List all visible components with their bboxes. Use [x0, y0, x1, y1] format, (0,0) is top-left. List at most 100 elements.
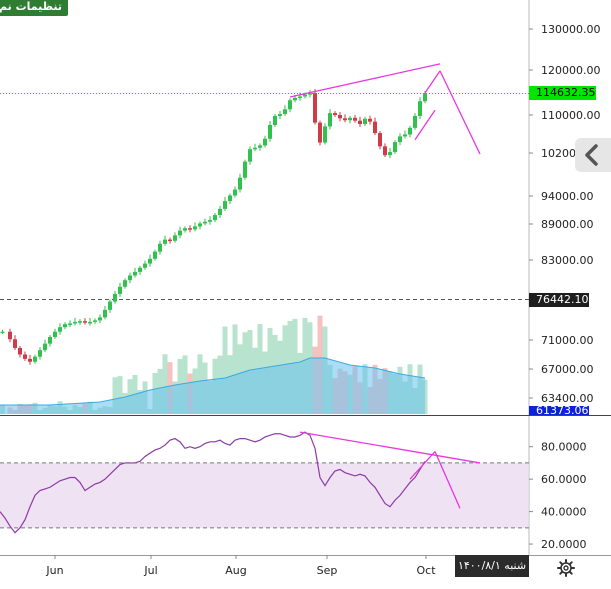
candle-body: [78, 321, 82, 323]
candle-body: [338, 115, 342, 119]
candle-body: [323, 126, 327, 143]
volume-layer: [0, 315, 428, 414]
candle-body: [83, 321, 87, 323]
rsi-band-layer: [0, 462, 529, 529]
candle-body: [368, 118, 372, 122]
candle-body: [203, 221, 207, 224]
price-trendline[interactable]: [414, 109, 436, 141]
candle-body: [253, 147, 257, 150]
candle-body: [0, 331, 5, 334]
candles-layer: [0, 89, 427, 365]
candle-body: [318, 122, 322, 143]
reference-price-label: 76442.10: [529, 293, 589, 307]
price-tick-label: 94000.00: [541, 190, 594, 203]
candle-body: [153, 251, 157, 259]
candle-body: [143, 263, 147, 268]
price-trendline[interactable]: [424, 70, 441, 94]
candle-body: [248, 149, 252, 162]
candle-body: [233, 189, 237, 196]
candle-body: [278, 114, 282, 116]
candle-body: [28, 358, 32, 362]
annotations-layer[interactable]: [289, 63, 481, 509]
candle-body: [93, 320, 97, 322]
candle-body: [378, 133, 382, 147]
candle-body: [313, 93, 317, 123]
gear-icon: [557, 559, 575, 577]
candle-body: [108, 301, 112, 310]
candle-body: [68, 323, 72, 325]
candle-body: [13, 339, 17, 348]
price-tick-label: 89000.00: [541, 218, 594, 231]
candle-body: [43, 343, 47, 351]
candle-body: [268, 124, 272, 139]
last-price-label: 114632.35: [529, 86, 596, 100]
time-tick-label: Sep: [317, 564, 338, 577]
rsi-tick-label: 20.0000: [541, 538, 587, 551]
candle-body: [398, 136, 402, 143]
candle-body: [8, 331, 12, 340]
candle-body: [123, 280, 127, 287]
volume-bar: [162, 354, 168, 414]
candle-body: [283, 109, 287, 115]
candle-body: [303, 94, 307, 97]
price-tick-label: 120000.00: [541, 64, 601, 77]
candle-body: [358, 120, 362, 125]
collapse-panel-button[interactable]: [575, 138, 611, 172]
candle-body: [418, 101, 422, 116]
candle-body: [63, 324, 67, 328]
rsi-tick-label: 60.0000: [541, 473, 587, 486]
candle-body: [33, 356, 37, 362]
time-tick-label: Aug: [225, 564, 246, 577]
candle-body: [103, 309, 107, 318]
candle-body: [403, 134, 407, 137]
candle-body: [188, 228, 192, 230]
candle-body: [58, 327, 62, 332]
candle-body: [18, 347, 22, 355]
candle-body: [223, 201, 227, 209]
time-tick-label: Oct: [416, 564, 436, 577]
rsi-trendline[interactable]: [409, 451, 436, 480]
candle-body: [383, 146, 387, 156]
chart-settings-button[interactable]: [556, 558, 576, 578]
candle-body: [308, 93, 312, 95]
price-tick-label: 130000.00: [541, 23, 601, 36]
rsi-layer: [0, 431, 426, 534]
candle-body: [393, 142, 397, 153]
current-date-label: شنبه ۱۴۰۰/۸/۱: [455, 555, 529, 577]
candle-body: [163, 239, 167, 244]
candle-body: [288, 100, 292, 110]
price-trendline[interactable]: [289, 63, 441, 98]
rsi-trendline[interactable]: [299, 431, 481, 464]
candle-body: [423, 93, 427, 102]
candle-body: [328, 113, 332, 127]
candle-body: [273, 115, 277, 125]
candle-body: [388, 152, 392, 156]
rsi-trendline[interactable]: [434, 451, 461, 509]
candle-body: [363, 118, 367, 125]
candle-body: [293, 97, 297, 101]
candle-body: [193, 226, 197, 230]
volume-bar: [222, 326, 228, 414]
candle-body: [178, 230, 182, 236]
candle-body: [98, 317, 102, 321]
candle-body: [173, 235, 177, 241]
settings-button[interactable]: تنظیمات نم: [0, 0, 68, 16]
volume-bar: [232, 324, 238, 414]
candle-body: [213, 215, 217, 221]
candle-body: [408, 127, 412, 135]
candle-body: [228, 195, 232, 202]
candle-body: [413, 115, 417, 128]
candle-body: [373, 121, 377, 134]
candle-body: [258, 145, 262, 148]
candle-body: [138, 267, 142, 272]
time-tick-label: Jun: [45, 564, 63, 577]
moving-average-label: 61373.06: [529, 406, 589, 415]
price-trendline[interactable]: [439, 70, 481, 155]
candle-body: [148, 258, 152, 264]
candle-body: [53, 331, 57, 337]
candle-body: [158, 243, 162, 252]
candle-body: [208, 220, 212, 222]
candle-body: [48, 336, 52, 344]
price-tick-label: 67000.00: [541, 363, 594, 376]
